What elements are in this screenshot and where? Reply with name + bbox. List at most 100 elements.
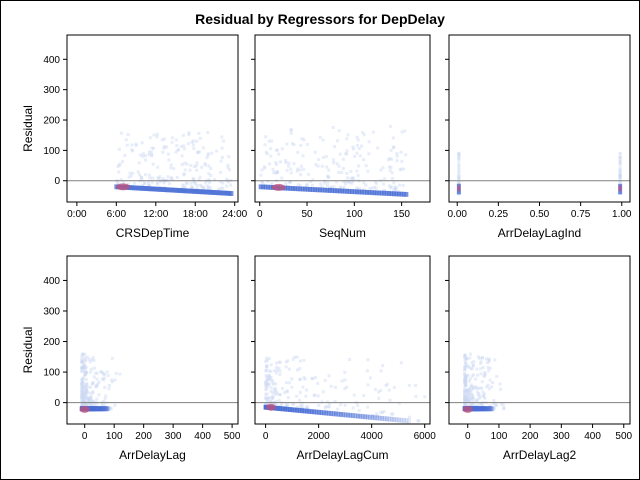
density-cell [395,159,399,163]
density-cell [468,356,472,360]
y-axis-label: Residual [21,327,35,374]
density-cell [365,369,369,373]
density-cell [399,361,403,365]
density-cell [138,173,142,177]
density-cell [80,393,84,397]
density-cell [264,388,268,392]
density-cell [265,375,269,379]
density-cell [91,380,95,384]
density-band-cell [488,406,493,412]
density-cell [323,378,327,382]
density-cell [103,405,107,409]
density-cell [195,183,199,187]
density-band-cell [285,406,290,412]
density-cell [91,356,95,360]
density-cell [275,148,279,152]
density-cell [80,404,84,408]
density-cell [618,169,622,173]
density-cell [84,359,88,363]
density-cell [395,152,399,156]
density-cell [180,154,184,158]
density-cell [387,165,391,169]
density-cell [195,161,199,165]
density-cell [139,175,143,179]
density-cell [83,369,87,373]
density-cell [335,162,339,166]
density-band-cell [98,406,103,412]
density-band-cell [327,187,332,193]
density-band-cell [382,190,387,196]
x-tick-label: 100 [106,431,123,442]
density-cell [100,406,104,410]
density-cell [483,392,487,396]
density-cell [270,397,274,401]
density-cell [618,151,622,155]
density-cell [457,152,461,156]
density-cell [480,386,484,390]
density-cell [220,135,224,139]
density-cell [457,180,461,184]
density-cell [618,175,622,179]
panel-seqnum: 0 50 100 150 SeqNum [251,34,431,240]
density-cell [226,180,230,184]
density-cell [618,180,622,184]
density-cell [190,185,194,189]
density-cell [89,397,93,401]
density-cell [302,167,306,171]
density-cell [80,353,84,357]
x-tick-label: 0.25 [489,209,509,220]
density-cell [618,173,622,177]
density-cell [618,171,622,175]
density-cell [457,174,461,178]
density-cell [325,184,329,188]
chart-title: Residual by Regressors for DepDelay [195,11,445,27]
density-cell [80,380,84,384]
density-cell [467,404,471,408]
density-cell [80,396,84,400]
density-band-cell [345,188,350,194]
density-cell [469,367,473,371]
density-cell [463,368,467,372]
density-cell [313,150,317,154]
density-cell [264,396,268,400]
density-cell [275,148,279,152]
density-cell [84,371,88,375]
density-cell [457,164,461,168]
density-cell [479,367,483,371]
panel-crsdeptime: 0:00 6:00 12:00 18:00 24:00 CRSDepTime 0 100 200… [21,34,248,240]
density-cell [457,161,461,165]
density-band-cell [99,406,104,412]
density-band-cell [305,186,310,192]
density-cell [463,375,467,379]
density-band-cell [484,406,489,412]
density-cell [220,146,224,150]
density-cell [476,393,480,397]
density-cell [332,185,336,189]
density-cell [389,165,393,169]
density-cell [367,152,371,156]
density-cell [333,400,337,404]
density-cell [481,365,485,369]
density-cell [304,394,308,398]
density-cell [206,184,210,188]
density-band-cell [382,416,387,422]
density-cell [209,186,213,190]
density-cell [118,162,122,166]
density-band-cell [338,411,343,417]
density-cell [469,389,473,393]
x-tick-label: 24:00 [222,209,247,220]
density-cell [138,153,142,157]
density-band-cell [258,184,263,190]
density-cell [297,406,301,410]
density-band-cell [353,413,358,419]
density-cell [83,366,87,370]
density-cell [485,385,489,389]
density-cell [85,371,89,375]
density-cell [368,187,372,191]
density-cell [470,397,474,401]
density-cell [81,377,85,381]
density-band-cell [482,406,487,412]
y-tick-label: 200 [43,116,60,127]
density-cell [376,146,380,150]
density-cell [284,404,288,408]
